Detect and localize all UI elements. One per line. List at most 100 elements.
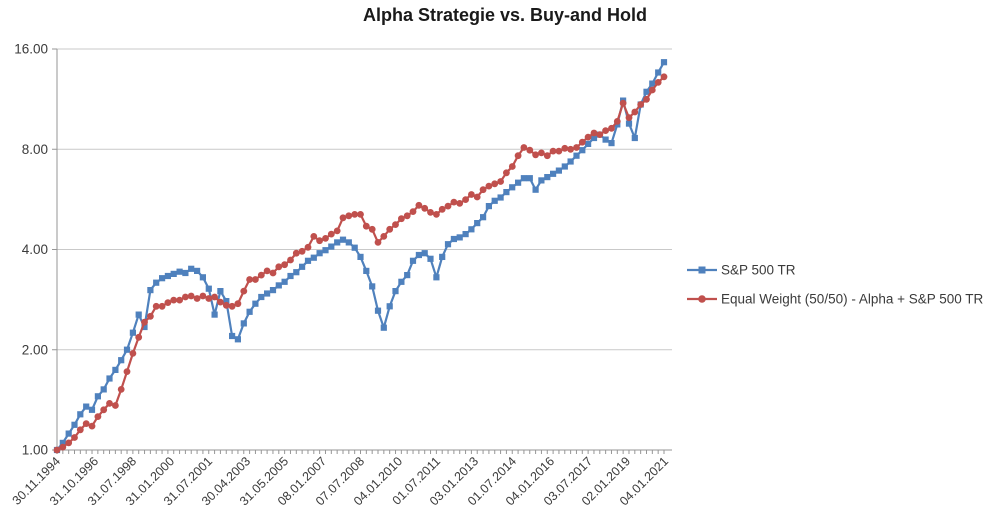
marker-square (65, 430, 72, 437)
marker-circle (345, 212, 353, 220)
marker-circle (292, 249, 300, 257)
marker-square (275, 282, 282, 289)
marker-circle (619, 99, 627, 107)
marker-circle (409, 208, 417, 216)
marker-square (345, 239, 352, 246)
marker-circle (427, 209, 434, 216)
marker-circle (362, 222, 370, 230)
marker-square (520, 175, 527, 182)
marker-circle (351, 211, 359, 218)
marker-circle (304, 243, 312, 251)
marker-square (660, 59, 668, 66)
marker-square (590, 134, 598, 142)
marker-circle (94, 413, 102, 420)
marker-square (409, 257, 417, 264)
marker-circle (479, 186, 487, 194)
marker-circle (357, 211, 364, 218)
marker-square (555, 167, 562, 174)
marker-square (71, 421, 78, 428)
legend-label-equal_weight: Equal Weight (50/50) - Alpha + S&P 500 T… (721, 292, 984, 307)
marker-circle (147, 312, 154, 320)
legend-label-sp500: S&P 500 TR (721, 263, 796, 278)
marker-circle (100, 406, 108, 414)
marker-circle (526, 146, 534, 154)
marker-square (439, 253, 446, 260)
marker-square (509, 184, 516, 191)
marker-square (392, 288, 399, 295)
marker-square (153, 279, 160, 286)
marker-circle (298, 247, 306, 255)
marker-square (322, 247, 329, 254)
marker-square (538, 177, 545, 184)
marker-square (240, 320, 247, 327)
legend-item-equal_weight: Equal Weight (50/50) - Alpha + S&P 500 T… (687, 292, 984, 307)
marker-circle (596, 131, 604, 139)
marker-circle (608, 124, 615, 132)
marker-circle (398, 215, 405, 223)
marker-circle (327, 230, 335, 238)
marker-circle (252, 276, 259, 283)
marker-square (229, 332, 236, 340)
marker-circle (433, 211, 440, 218)
marker-square (421, 250, 428, 257)
marker-square (83, 403, 90, 410)
marker-circle (491, 180, 499, 188)
marker-circle (170, 296, 178, 304)
marker-circle (65, 439, 73, 447)
marker-square (579, 147, 586, 154)
marker-circle (654, 79, 662, 86)
marker-circle (217, 298, 224, 306)
marker-square (456, 234, 463, 241)
marker-square (468, 226, 475, 233)
series-line-equal_weight (55, 75, 666, 452)
marker-circle (660, 73, 668, 81)
marker-circle (117, 386, 125, 393)
marker-circle (275, 263, 283, 271)
chart-title: Alpha Strategie vs. Buy-and Hold (362, 5, 648, 25)
y-tick-label: 2.00 (22, 342, 48, 357)
marker-circle (584, 133, 592, 141)
marker-square (526, 175, 533, 182)
marker-square (147, 287, 154, 294)
marker-square (374, 307, 382, 314)
marker-square (299, 263, 306, 270)
marker-circle (333, 227, 341, 235)
marker-square (159, 275, 166, 282)
marker-square (223, 298, 230, 305)
marker-square (252, 300, 259, 307)
marker-square (655, 69, 662, 76)
marker-circle (257, 271, 265, 279)
marker-circle (590, 129, 598, 137)
legend-marker-square (698, 266, 706, 274)
chart-legend: S&P 500 TR Equal Weight (50/50) - Alpha +… (687, 263, 984, 307)
marker-square (608, 140, 615, 147)
axes (52, 48, 672, 454)
marker-square (123, 346, 131, 353)
marker-circle (421, 204, 429, 212)
y-tick-label: 1.00 (22, 443, 48, 458)
marker-square (643, 88, 650, 95)
marker-square (339, 236, 347, 243)
marker-circle (182, 293, 189, 301)
marker-circle (392, 221, 399, 229)
marker-square (561, 163, 568, 170)
legend-marker-circle (698, 295, 706, 303)
marker-square (585, 140, 592, 147)
y-tick-label: 4.00 (22, 242, 48, 257)
marker-square (602, 136, 609, 143)
marker-circle (240, 287, 248, 295)
marker-circle (648, 86, 656, 94)
marker-circle (310, 233, 318, 240)
marker-square (77, 411, 84, 418)
y-tick-label: 16.00 (14, 42, 48, 57)
marker-square (141, 323, 148, 331)
marker-circle (637, 101, 645, 108)
marker-square (491, 197, 498, 204)
marker-square (550, 170, 557, 177)
marker-square (444, 241, 452, 248)
marker-circle (281, 261, 288, 269)
marker-circle (287, 256, 294, 264)
series-markers-equal_weight (53, 73, 668, 454)
marker-circle (485, 182, 493, 190)
marker-circle (543, 152, 551, 160)
